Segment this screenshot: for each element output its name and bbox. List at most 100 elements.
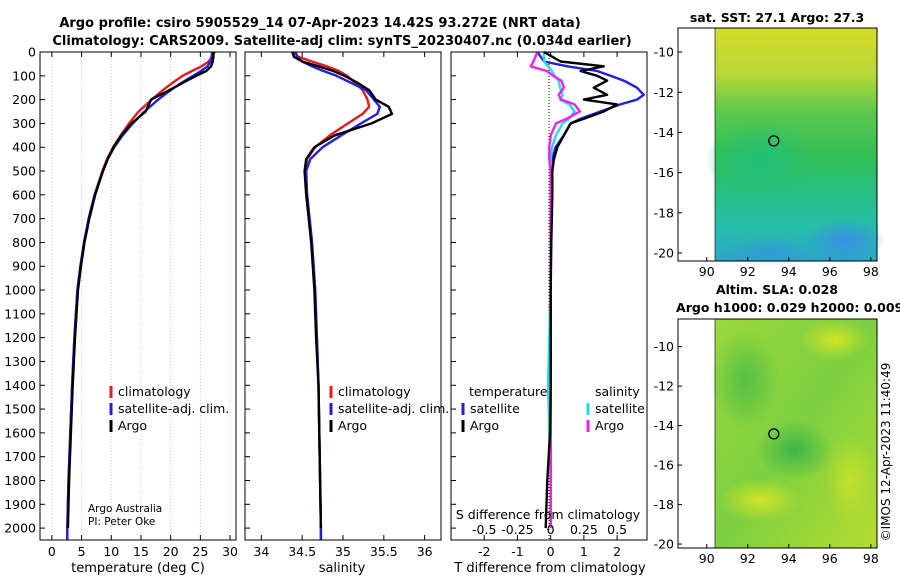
salinity-tick-label: 35	[335, 544, 351, 559]
lon-tick-label: 94	[781, 551, 797, 566]
temperature-tick-label: 25	[192, 544, 208, 559]
sst-blue-patch	[805, 218, 885, 262]
temperature-satellite-adj-line	[66, 51, 214, 540]
legend-title-salinity: salinity	[595, 384, 640, 399]
lon-tick-label: 96	[822, 551, 838, 566]
depth-tick-label: 1300	[4, 354, 36, 369]
sst-cool-patch	[705, 120, 815, 200]
salinity-difference-xlabel: S difference from climatology	[456, 507, 641, 522]
depth-tick-label: 1100	[4, 306, 36, 321]
salinity-lines	[291, 51, 394, 540]
temperature-tick-label: 30	[222, 544, 238, 559]
lon-tick-label: 90	[699, 551, 715, 566]
legend-label-temp-argo: Argo	[470, 418, 499, 433]
depth-tick-label: 0	[28, 45, 36, 60]
depth-tick-label: 900	[12, 259, 36, 274]
temperature-tick-label: 10	[103, 544, 119, 559]
sla-map-title-1: Altim. SLA: 0.028	[716, 282, 838, 297]
title-line-2: Climatology: CARS2009. Satellite-adj cli…	[52, 34, 631, 49]
lon-tick-label: 94	[781, 264, 797, 279]
depth-tick-label: 1600	[4, 425, 36, 440]
depth-tick-label: 1800	[4, 473, 36, 488]
legend-label-climatology: climatology	[118, 384, 191, 399]
lon-tick-label: 96	[822, 264, 838, 279]
temperature-panel: 0 5 10 15 20 25 30 0 100 200 300 400 500 600 700 800 90…	[4, 45, 238, 577]
temperature-difference-xlabel: T difference from climatology	[453, 561, 646, 576]
salinity-panel: 34 34.5 35 35.5 36 salinity climatology sate…	[244, 51, 449, 576]
temperature-difference-tick-label: 2	[613, 544, 621, 559]
temperature-legend: climatology satellite-adj. clim. Argo	[109, 384, 229, 433]
lat-tick-label: -16	[654, 458, 674, 473]
temperature-difference-tick-label: -2	[478, 544, 490, 559]
depth-tick-label: 600	[12, 187, 36, 202]
sla-map-ticks: 90 92 94 96 98 -10 -12 -14 -16 -18 -20	[654, 339, 879, 566]
lat-tick-label: -18	[654, 497, 674, 512]
salinity-difference-tick-label: -0.25	[501, 522, 533, 537]
sla-map-field	[710, 319, 877, 548]
sst-map-panel: sat. SST: 27.1 Argo: 27.3 90 92 94 96 98 -10 -…	[654, 10, 885, 279]
legend-label-temp-satellite: satellite	[470, 401, 520, 416]
depth-tick-label: 800	[12, 235, 36, 250]
temperature-gridlines	[51, 52, 231, 540]
legend-title-temperature: temperature	[469, 384, 548, 399]
depth-tick-labels: 0 100 200 300 400 500 600 700 800 900 1000 1100 1200…	[4, 45, 45, 536]
sst-map-field	[705, 28, 885, 266]
salinity-difference-tick-label: 0.5	[607, 522, 627, 537]
sla-high-patch-east	[825, 435, 875, 525]
temperature-ticks: 0 5 10 15 20 25 30	[48, 52, 238, 559]
temperature-Argo-line	[66, 52, 215, 529]
sla-map-frame	[677, 318, 878, 549]
salinity-tick-label: 34.5	[288, 544, 316, 559]
temperature-xlabel: temperature (deg C)	[71, 561, 205, 576]
lat-tick-label: -20	[654, 245, 674, 260]
depth-tick-label: 1400	[4, 378, 36, 393]
lat-tick-label: -18	[654, 205, 674, 220]
sla-low-patch	[757, 420, 833, 480]
salinity-difference-tick-label: 0	[547, 522, 555, 537]
salinity-tick-label: 36	[417, 544, 433, 559]
lat-tick-label: -10	[654, 339, 674, 354]
lat-tick-label: -20	[654, 537, 674, 552]
salinity-tick-label: 35.5	[370, 544, 398, 559]
difference-lines	[529, 50, 645, 529]
temperature-difference-tick-label: 1	[580, 544, 588, 559]
lat-tick-label: -14	[654, 125, 674, 140]
difference-ticks: -2 -1 0 1 2	[451, 51, 621, 559]
depth-tick-label: 1000	[4, 283, 36, 298]
legend-label-satellite: satellite-adj. clim.	[338, 401, 449, 416]
imos-watermark: ©IMOS 12-Apr-2023 11:40:49	[879, 363, 893, 542]
legend-label-climatology: climatology	[338, 384, 411, 399]
argo-location-marker	[768, 428, 780, 440]
depth-tick-label: 100	[12, 68, 36, 83]
temperature-axes-box	[39, 51, 237, 541]
depth-tick-label: 2000	[4, 521, 36, 536]
temperature-tick-label: 15	[133, 544, 149, 559]
lon-tick-label: 92	[740, 264, 756, 279]
depth-tick-label: 400	[12, 140, 36, 155]
lon-tick-label: 98	[863, 264, 879, 279]
lon-tick-label: 92	[740, 551, 756, 566]
depth-tick-label: 200	[12, 92, 36, 107]
sst-map-frame	[677, 27, 878, 262]
depth-tick-label: 500	[12, 164, 36, 179]
temperature-lines	[66, 51, 216, 540]
depth-tick-label: 300	[12, 116, 36, 131]
legend-label-sal-argo: Argo	[595, 418, 624, 433]
legend-label-argo: Argo	[338, 418, 367, 433]
depth-tick-label: 1900	[4, 497, 36, 512]
temp-diff-argo-line	[543, 50, 619, 529]
sst-map-ticks: 90 92 94 96 98 -10 -12 -14 -16 -18 -20	[654, 45, 879, 279]
legend-label-sal-satellite: satellite	[595, 401, 645, 416]
salinity-difference-tick-label: -0.5	[472, 522, 496, 537]
salinity-tick-label: 34	[253, 544, 269, 559]
temperature-tick-label: 5	[78, 544, 86, 559]
salinity-xlabel: salinity	[319, 561, 366, 576]
legend-label-satellite: satellite-adj. clim.	[118, 401, 229, 416]
salinity-axes-box	[244, 51, 442, 541]
depth-tick-label: 1700	[4, 449, 36, 464]
salinity-Argo-line	[291, 51, 394, 529]
title-line-1: Argo profile: csiro 5905529_14 07-Apr-20…	[59, 16, 580, 31]
difference-panel: -2 -1 0 1 2 -0.5 -0.25 0 0.25 0.5 S difference f…	[450, 50, 648, 576]
lat-tick-label: -12	[654, 85, 674, 100]
